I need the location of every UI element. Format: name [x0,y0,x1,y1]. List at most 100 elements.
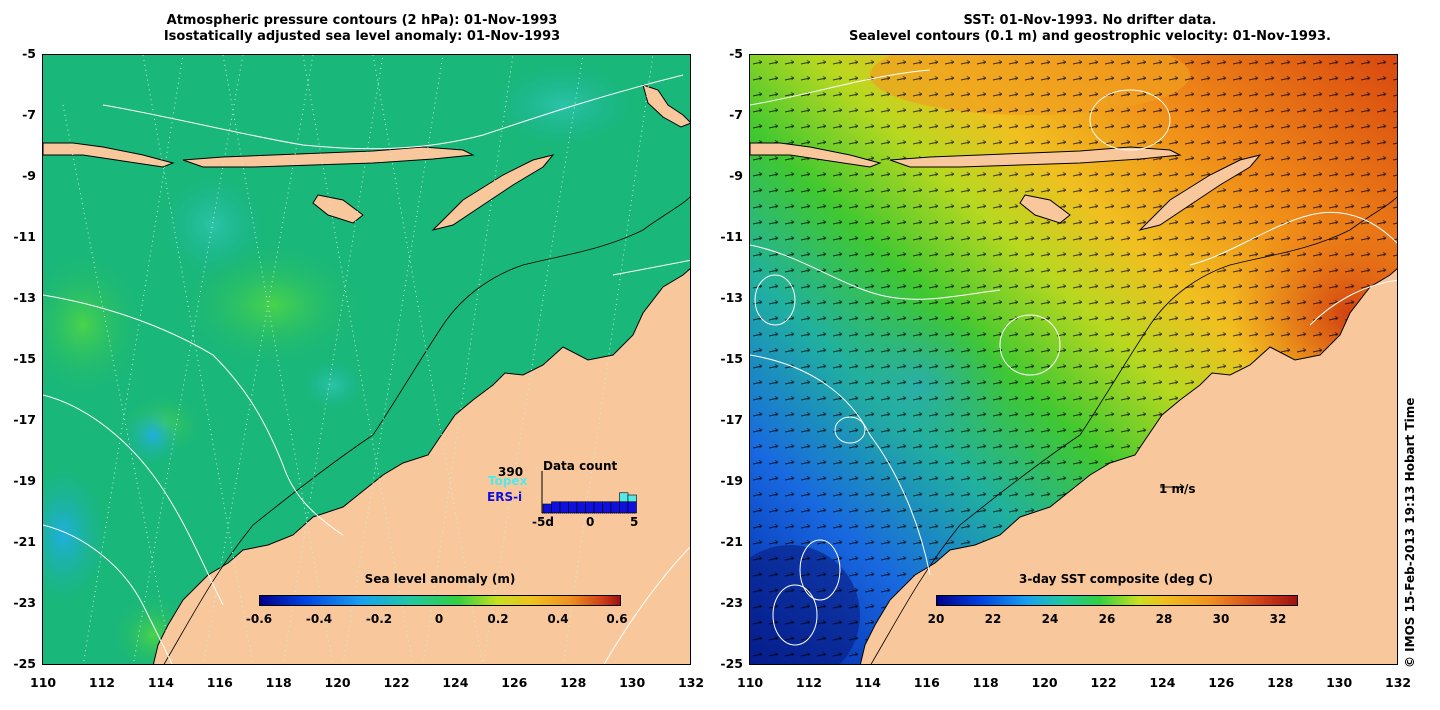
right-x-tick-116: 116 [913,675,940,690]
left-y-tick--19: -19 [13,473,36,488]
left-x-tick-114: 114 [147,675,174,690]
anomaly-low-east [303,360,363,410]
right-x-tick-114: 114 [854,675,881,690]
right-y-tick--9: -9 [729,168,743,183]
left-x-tick-118: 118 [265,675,292,690]
left-x-tick-122: 122 [383,675,410,690]
left-x-tick-124: 124 [442,675,469,690]
left-map-title: Atmospheric pressure contours (2 hPa): 0… [62,13,662,45]
australia-landmass-right [859,268,1397,664]
right-x-tick-110: 110 [737,675,764,690]
anomaly-low-southwest [43,465,108,605]
data-count-bar-ers-3 [568,501,578,514]
left-x-tick-130: 130 [619,675,646,690]
left-y-tick--11: -11 [13,229,36,244]
data-count-max: 390 [498,465,524,479]
satellite-tracks [62,55,654,664]
australia-landmass [152,268,690,664]
left-colorbar [259,595,621,606]
northern-islands [642,84,690,128]
right-x-tick-118: 118 [972,675,999,690]
right-x-tick-112: 112 [795,675,822,690]
right-y-tick--11: -11 [720,229,743,244]
pressure-contour-4 [102,74,684,150]
right-cbar-tick-5: 30 [1212,612,1230,626]
velocity-scale-arrow [1160,483,1185,491]
left-cbar-tick-1: -0.4 [305,612,333,626]
left-y-tick--17: -17 [13,412,36,427]
left-x-tick-110: 110 [30,675,57,690]
right-cbar-tick-1: 22 [984,612,1002,626]
left-y-tick--7: -7 [22,107,36,122]
data-count-tick-0: -5d [532,515,554,529]
left-cbar-tick-0: -0.6 [245,612,273,626]
data-count-bar-ers-9 [619,501,629,514]
sumba-island [312,194,364,224]
right-x-tick-120: 120 [1031,675,1058,690]
sealevel-contours [750,69,1397,646]
shelf-contour [163,196,690,664]
right-title-line1: SST: 01-Nov-1993. No drifter data. [963,13,1217,28]
data-count-bar-ers-0 [542,503,552,514]
left-y-tick--21: -21 [13,534,36,549]
velocity-scale: 1 m/s [1158,476,1196,496]
left-x-tick-116: 116 [206,675,233,690]
pressure-contour-1 [43,294,344,536]
data-count-bar-ers-7 [602,501,612,514]
right-y-tick--13: -13 [720,290,743,305]
data-count-bar-topex-10 [627,494,637,503]
left-x-tick-126: 126 [501,675,528,690]
left-x-tick-132: 132 [678,675,705,690]
right-x-tick-126: 126 [1208,675,1235,690]
right-map-title: SST: 01-Nov-1993. No drifter data. Seale… [790,13,1390,45]
data-count-bar-topex-9 [619,492,629,503]
left-x-tick-112: 112 [88,675,115,690]
left-map-panel[interactable] [42,54,691,665]
right-y-tick--21: -21 [720,534,743,549]
timor-island [431,154,555,231]
anomaly-low-north [493,65,633,145]
data-count-bar-ers-4 [576,501,586,514]
right-x-tick-130: 130 [1326,675,1353,690]
pressure-contour-6 [603,546,690,664]
data-count-bar-ers-1 [551,501,561,514]
data-count-bar-ers-6 [593,501,603,514]
right-cbar-tick-0: 20 [927,612,945,626]
right-map-panel[interactable] [749,54,1398,665]
right-cbar-tick-4: 28 [1155,612,1173,626]
left-colorbar-title: Sea level anomaly (m) [364,572,516,586]
lesser-sunda-islands [182,146,475,168]
data-count-bar-ers-5 [585,501,595,514]
right-x-tick-124: 124 [1149,675,1176,690]
left-title-line2: Isostatically adjusted sea level anomaly… [163,29,561,44]
left-title-line1: Atmospheric pressure contours (2 hPa): 0… [166,13,558,28]
credit-text: © IMOS 15-Feb-2013 19:13 Hobart Time [1403,397,1417,668]
anomaly-low-mid [123,405,183,465]
left-y-tick--5: -5 [22,46,36,61]
right-x-tick-122: 122 [1090,675,1117,690]
left-x-tick-120: 120 [324,675,351,690]
left-cbar-tick-4: 0.2 [487,612,509,626]
right-x-tick-132: 132 [1385,675,1412,690]
right-y-tick--15: -15 [720,351,743,366]
right-title-line2: Sealevel contours (0.1 m) and geostrophi… [849,29,1331,44]
lesser-sunda-islands-right [889,146,1182,168]
java-island [43,142,175,168]
data-count-tick-2: 5 [630,515,639,529]
left-x-tick-128: 128 [560,675,587,690]
right-colorbar-title: 3-day SST composite (deg C) [1018,572,1214,586]
right-colorbar [936,595,1298,606]
left-y-tick--23: -23 [13,595,36,610]
left-y-tick--9: -9 [22,168,36,183]
anomaly-high-center [183,245,363,365]
left-y-tick--25: -25 [13,656,36,671]
data-count-bars [542,492,637,514]
right-y-tick--25: -25 [720,656,743,671]
right-y-tick--7: -7 [729,107,743,122]
left-cbar-tick-6: 0.6 [606,612,628,626]
right-map-svg [750,55,1397,664]
left-cbar-tick-2: -0.2 [365,612,393,626]
sumba-island-right [1019,194,1071,224]
data-count-bar-ers-2 [559,501,569,514]
timor-island-right [1138,154,1262,231]
